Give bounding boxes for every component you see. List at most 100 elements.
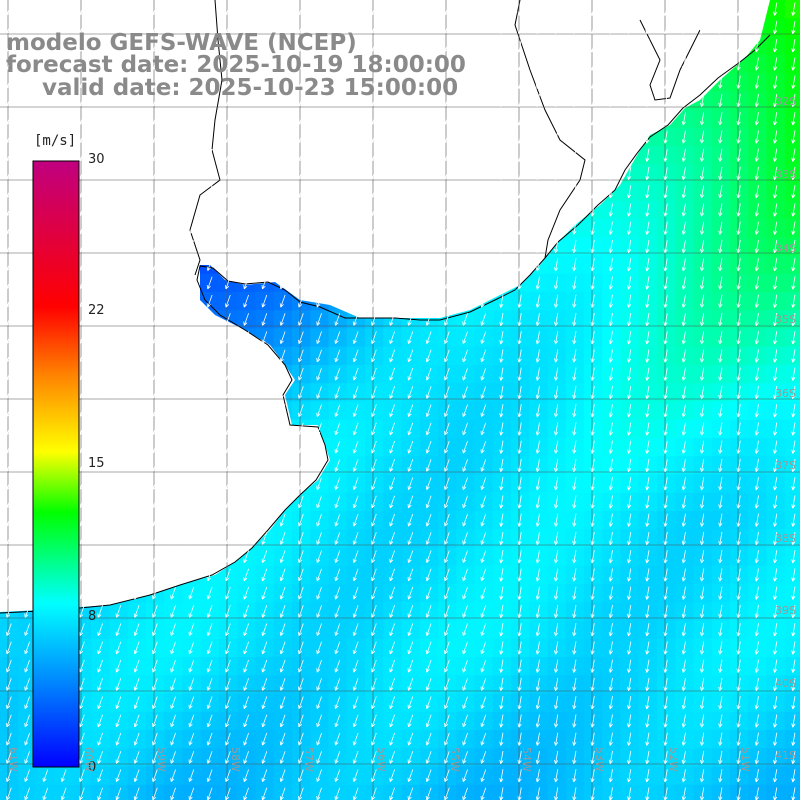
- field-cell: [365, 328, 384, 348]
- wind-arrow: [425, 404, 432, 417]
- wind-arrow: [6, 331, 12, 344]
- wind-arrow: [206, 2, 213, 16]
- wind-arrow: [590, 495, 595, 509]
- wind-arrow: [608, 550, 613, 564]
- wind-arrow: [115, 678, 122, 691]
- field-cell: [784, 474, 800, 494]
- wind-arrow: [24, 258, 30, 271]
- wind-arrow: [115, 477, 122, 490]
- wind-arrow: [24, 404, 30, 417]
- wind-arrow: [681, 39, 686, 53]
- wind-arrow: [663, 385, 668, 400]
- field-cell: [784, 511, 800, 530]
- wind-arrow: [24, 550, 30, 563]
- wind-arrow: [444, 495, 450, 509]
- wind-arrow: [316, 367, 322, 381]
- wind-arrow: [572, 641, 577, 655]
- wind-arrow: [499, 531, 504, 546]
- wind-arrow: [170, 148, 176, 162]
- wind-arrow: [444, 367, 450, 381]
- wind-arrow: [371, 331, 377, 344]
- wind-arrow: [389, 294, 395, 308]
- wind-arrow: [243, 459, 249, 472]
- wind-arrow: [152, 532, 158, 545]
- wind-arrow: [736, 659, 741, 673]
- wind-arrow: [590, 166, 595, 181]
- wind-arrow: [170, 2, 176, 16]
- wind-arrow: [79, 513, 85, 527]
- field-cell: [401, 474, 421, 494]
- wind-arrow: [133, 75, 140, 89]
- wind-arrow: [645, 477, 650, 491]
- wind-arrow: [298, 605, 304, 618]
- wind-arrow: [572, 385, 577, 400]
- wind-arrow: [133, 678, 140, 691]
- field-cell: [401, 766, 421, 786]
- wind-arrow: [736, 294, 741, 308]
- field-cell: [784, 365, 800, 384]
- wind-arrow: [225, 404, 231, 417]
- wind-arrow: [334, 605, 341, 618]
- wind-arrow: [79, 21, 85, 34]
- wind-arrow: [225, 167, 231, 180]
- field-cell: [328, 693, 348, 713]
- wind-arrow: [462, 751, 468, 764]
- wind-arrow: [316, 57, 322, 71]
- wind-arrow: [627, 495, 632, 509]
- wind-arrow: [608, 39, 613, 53]
- wind-arrow: [554, 659, 559, 673]
- wind-arrow: [425, 294, 432, 308]
- wind-arrow: [663, 331, 668, 345]
- wind-arrow: [572, 148, 577, 162]
- lat-label: 41S: [775, 749, 796, 762]
- wind-arrow: [261, 495, 268, 509]
- wind-arrow: [754, 276, 759, 290]
- wind-arrow: [700, 331, 705, 345]
- wind-arrow: [754, 258, 759, 272]
- wind-arrow: [791, 659, 796, 673]
- wind-arrow: [206, 623, 213, 636]
- wind-arrow: [407, 221, 414, 235]
- wind-arrow: [791, 550, 796, 564]
- wind-arrow: [298, 75, 304, 89]
- wind-arrow: [736, 385, 741, 400]
- wind-arrow: [170, 367, 176, 381]
- wind-arrow: [791, 258, 796, 272]
- wind-arrow: [133, 477, 140, 490]
- wind-arrow: [517, 714, 522, 728]
- wind-arrow: [517, 531, 522, 546]
- wind-arrow: [407, 732, 414, 746]
- wind-arrow: [170, 221, 176, 235]
- wind-arrow: [352, 240, 359, 253]
- wind-arrow: [352, 2, 359, 16]
- wind-arrow: [499, 696, 504, 710]
- wind-arrow: [97, 404, 103, 417]
- wind-arrow: [152, 167, 158, 180]
- field-cell: [784, 620, 800, 640]
- wind-arrow: [206, 167, 213, 180]
- wind-arrow: [535, 148, 540, 162]
- wind-arrow: [590, 513, 595, 527]
- wind-arrow: [206, 75, 213, 89]
- wind-arrow: [389, 39, 395, 52]
- wind-arrow: [225, 367, 231, 381]
- wind-arrow: [627, 349, 632, 363]
- wind-arrow: [645, 312, 650, 327]
- wind-arrow: [791, 750, 796, 765]
- wind-arrow: [334, 112, 341, 125]
- wind-arrow: [590, 312, 595, 327]
- wind-arrow: [6, 130, 12, 144]
- wind-arrow: [261, 167, 268, 180]
- wind-arrow: [6, 240, 12, 253]
- wind-arrow: [298, 21, 304, 34]
- wind-arrow: [261, 185, 268, 198]
- wind-arrow: [773, 148, 778, 162]
- wind-arrow: [627, 531, 632, 546]
- field-cell: [365, 766, 384, 786]
- wind-arrow: [554, 93, 559, 108]
- wind-arrow: [243, 203, 249, 217]
- field-cell: [328, 401, 348, 421]
- field-cell: [438, 547, 457, 567]
- wind-arrow: [97, 331, 103, 344]
- wind-arrow: [6, 495, 12, 509]
